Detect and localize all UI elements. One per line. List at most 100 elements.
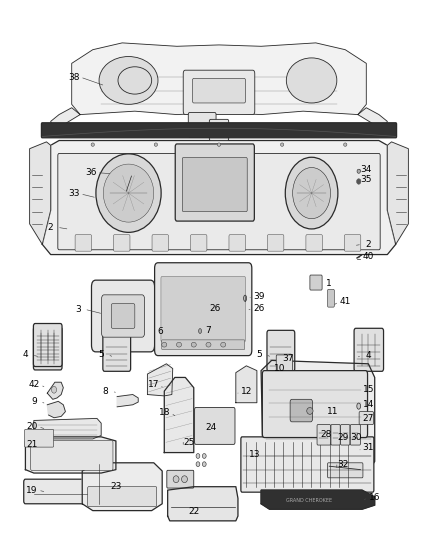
Polygon shape: [51, 108, 80, 132]
Text: 7: 7: [205, 326, 212, 335]
Polygon shape: [168, 487, 238, 521]
Polygon shape: [47, 382, 64, 399]
FancyBboxPatch shape: [191, 235, 207, 251]
Ellipse shape: [91, 143, 95, 147]
FancyBboxPatch shape: [33, 324, 62, 367]
Ellipse shape: [307, 408, 313, 414]
Polygon shape: [358, 108, 387, 132]
Ellipse shape: [357, 169, 360, 173]
FancyBboxPatch shape: [328, 289, 334, 307]
FancyBboxPatch shape: [183, 70, 255, 115]
Polygon shape: [72, 43, 366, 115]
Text: 22: 22: [188, 507, 199, 516]
Text: 2: 2: [48, 223, 53, 232]
Ellipse shape: [198, 329, 201, 334]
Polygon shape: [261, 360, 374, 471]
FancyBboxPatch shape: [167, 470, 194, 488]
Text: 10: 10: [274, 364, 286, 373]
FancyBboxPatch shape: [42, 123, 396, 138]
Text: 33: 33: [68, 189, 80, 198]
Ellipse shape: [103, 164, 154, 222]
FancyBboxPatch shape: [317, 425, 331, 445]
Text: 5: 5: [256, 350, 262, 359]
FancyBboxPatch shape: [341, 425, 350, 445]
Polygon shape: [117, 394, 138, 407]
Text: 30: 30: [350, 433, 361, 442]
FancyBboxPatch shape: [192, 78, 246, 103]
FancyBboxPatch shape: [359, 411, 374, 425]
FancyBboxPatch shape: [88, 487, 157, 506]
Text: 25: 25: [184, 438, 195, 447]
Polygon shape: [47, 401, 65, 418]
Text: 4: 4: [23, 350, 28, 359]
Text: 28: 28: [321, 430, 332, 439]
Ellipse shape: [181, 476, 187, 482]
Text: 38: 38: [68, 72, 80, 82]
FancyBboxPatch shape: [241, 437, 374, 492]
Polygon shape: [42, 141, 396, 255]
FancyBboxPatch shape: [162, 340, 245, 350]
Text: 29: 29: [337, 433, 349, 442]
Text: 34: 34: [360, 165, 372, 174]
Ellipse shape: [206, 342, 211, 347]
Text: 20: 20: [26, 422, 37, 431]
Text: 39: 39: [253, 292, 265, 301]
Text: 5: 5: [98, 350, 104, 359]
Ellipse shape: [177, 342, 181, 347]
Text: 26: 26: [209, 304, 220, 313]
FancyBboxPatch shape: [319, 405, 341, 418]
Text: 16: 16: [369, 493, 381, 502]
FancyBboxPatch shape: [102, 295, 145, 337]
FancyBboxPatch shape: [33, 327, 62, 370]
Ellipse shape: [244, 295, 247, 301]
Ellipse shape: [162, 342, 167, 347]
Text: 26: 26: [253, 304, 265, 313]
Text: 18: 18: [159, 408, 170, 417]
Ellipse shape: [191, 342, 196, 347]
Text: 9: 9: [31, 397, 37, 406]
Polygon shape: [164, 377, 194, 453]
Ellipse shape: [196, 462, 200, 466]
FancyBboxPatch shape: [24, 479, 122, 504]
Polygon shape: [25, 437, 116, 473]
Text: 3: 3: [75, 305, 81, 314]
Ellipse shape: [173, 476, 179, 482]
FancyBboxPatch shape: [354, 328, 384, 372]
FancyBboxPatch shape: [262, 370, 367, 438]
FancyBboxPatch shape: [290, 399, 312, 422]
FancyBboxPatch shape: [328, 463, 363, 478]
FancyBboxPatch shape: [113, 235, 130, 251]
FancyBboxPatch shape: [350, 425, 360, 445]
Polygon shape: [236, 366, 257, 403]
Text: 35: 35: [360, 175, 372, 184]
Text: 6: 6: [157, 327, 163, 336]
FancyBboxPatch shape: [31, 440, 113, 470]
Polygon shape: [261, 490, 374, 509]
Text: GRAND CHEROKEE: GRAND CHEROKEE: [286, 498, 332, 503]
Ellipse shape: [52, 386, 57, 393]
Text: 36: 36: [85, 168, 96, 177]
FancyBboxPatch shape: [267, 330, 295, 372]
Ellipse shape: [357, 179, 361, 184]
FancyBboxPatch shape: [310, 275, 322, 290]
FancyBboxPatch shape: [194, 408, 235, 445]
Text: 13: 13: [249, 450, 261, 459]
Ellipse shape: [202, 454, 206, 458]
Ellipse shape: [154, 143, 158, 147]
Ellipse shape: [280, 143, 284, 147]
FancyBboxPatch shape: [152, 235, 169, 251]
Text: 1: 1: [325, 279, 331, 288]
FancyBboxPatch shape: [209, 119, 229, 141]
FancyBboxPatch shape: [182, 158, 247, 212]
FancyBboxPatch shape: [306, 235, 322, 251]
Text: 17: 17: [148, 380, 159, 389]
Ellipse shape: [99, 56, 158, 104]
Text: 37: 37: [283, 354, 294, 363]
Ellipse shape: [343, 143, 347, 147]
Text: 41: 41: [339, 297, 351, 306]
Text: 2: 2: [366, 240, 371, 249]
Text: 24: 24: [205, 423, 216, 432]
Text: 8: 8: [102, 386, 108, 395]
FancyBboxPatch shape: [161, 277, 246, 342]
FancyBboxPatch shape: [175, 144, 254, 221]
